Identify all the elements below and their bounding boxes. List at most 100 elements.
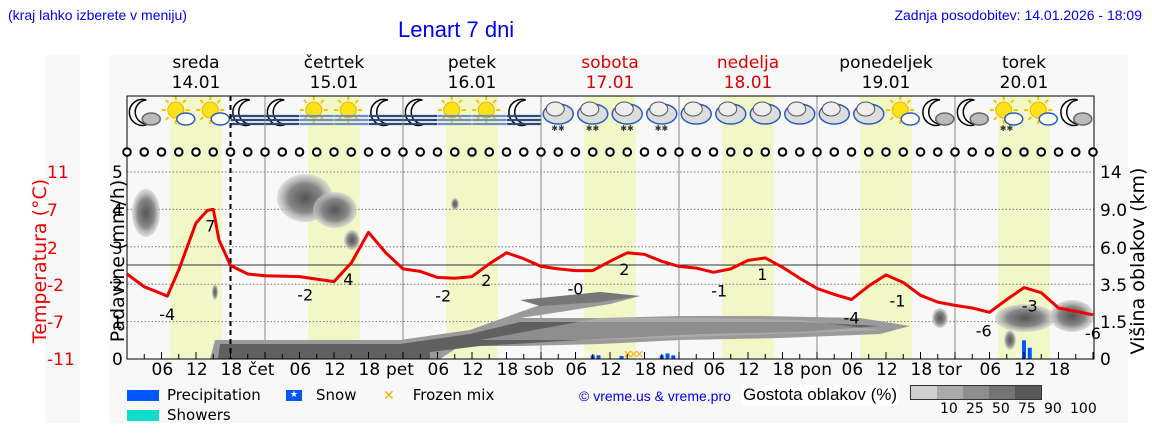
svg-text:✱✱: ✱✱: [551, 124, 565, 133]
density-25: [937, 386, 963, 399]
svg-text:2: 2: [619, 260, 629, 279]
showers-label: Showers: [167, 406, 231, 424]
svg-text:-6: -6: [976, 321, 992, 340]
temp-tick: 2: [47, 239, 58, 259]
x-tick: 06: [979, 360, 1002, 380]
x-tick: tor: [938, 360, 963, 380]
temperature-annotations: -4 7 -2 4 -2 2 -0 2 -1 1 -4 -1 -6 -3 -6: [159, 216, 1101, 342]
day-label-2: petek 16.01: [407, 53, 537, 93]
cloud-tick: 3.5: [1100, 276, 1128, 296]
x-tick: 18: [220, 360, 243, 380]
svg-text:-4: -4: [844, 309, 860, 328]
frozen-mix-icon: ✕: [383, 388, 395, 404]
x-tick: sob: [524, 360, 555, 380]
scale-number: 75: [1018, 401, 1036, 417]
temp-tick: -11: [47, 350, 75, 370]
day-label-4: nedelja 18.01: [683, 53, 813, 93]
x-tick: 12: [600, 360, 622, 380]
cloud-tick: 6.0: [1100, 239, 1128, 259]
cloud-tick: 0: [1100, 350, 1111, 370]
x-tick: 12: [462, 360, 484, 380]
density-90: [1015, 386, 1041, 399]
weather-icons-row: ✱✱ ✱✱ ✱✱ ✱✱ ✱✱: [128, 96, 1093, 133]
svg-text:-0: -0: [568, 280, 584, 299]
day-date: 19.01: [861, 73, 911, 93]
legend-snow: ★ Snow: [286, 386, 356, 404]
copyright-link[interactable]: © vreme.us & vreme.pro: [579, 388, 731, 404]
cloud-density-label: Gostota oblakov (%): [741, 385, 900, 405]
day-date: 17.01: [585, 73, 635, 93]
temp-tick: 11: [47, 163, 69, 183]
day-label-5: ponedeljek 19.01: [821, 53, 951, 93]
scale-number: 50: [992, 401, 1010, 417]
day-name: sreda: [172, 53, 220, 73]
svg-text:-2: -2: [297, 286, 313, 305]
precip-tick: 0: [112, 350, 123, 370]
legend-precipitation: Precipitation: [127, 386, 261, 404]
day-label-0: sreda 14.01: [131, 53, 261, 93]
temp-axis-panel: [45, 55, 80, 423]
scale-number: 90: [1044, 401, 1062, 417]
temp-tick: -7: [47, 313, 64, 333]
x-tick: 18: [634, 360, 657, 380]
scale-number: 10: [940, 401, 958, 417]
svg-text:1: 1: [757, 265, 767, 284]
density-50: [963, 386, 989, 399]
x-tick: 18: [358, 360, 381, 380]
day-name: torek: [1002, 53, 1046, 73]
svg-text:✕: ✕: [635, 348, 644, 361]
x-tick: 06: [565, 360, 588, 380]
legend-showers: Showers: [127, 406, 231, 424]
svg-text:7: 7: [205, 216, 215, 235]
frozen-mix-label: Frozen mix: [412, 386, 495, 404]
day-name: sobota: [581, 53, 639, 73]
x-tick: čet: [248, 360, 275, 380]
showers-swatch: [127, 410, 159, 421]
precip-tick: 3: [112, 239, 123, 259]
svg-text:★: ★: [1014, 350, 1022, 360]
svg-text:-3: -3: [1022, 297, 1038, 316]
temp-tick: -2: [47, 276, 64, 296]
day-name: ponedeljek: [839, 53, 933, 73]
day-date: 16.01: [447, 73, 497, 93]
precipitation-swatch: [127, 390, 159, 401]
legend-frozen-mix: ✕ Frozen mix: [383, 386, 494, 404]
svg-text:✕: ✕: [623, 348, 632, 361]
x-tick: 06: [151, 360, 174, 380]
temp-tick: 7: [47, 201, 58, 221]
density-10: [911, 386, 937, 399]
day-name: petek: [447, 53, 497, 73]
plot-frame: [122, 95, 1098, 360]
x-tick: 18: [496, 360, 519, 380]
x-tick: 12: [738, 360, 760, 380]
precipitation-label: Precipitation: [167, 386, 261, 404]
cloud-tick: 1.5: [1100, 313, 1128, 333]
scale-number: 100: [1070, 401, 1097, 417]
svg-text:✱✱: ✱✱: [1000, 124, 1014, 133]
svg-text:-1: -1: [711, 281, 727, 300]
svg-text:-1: -1: [890, 292, 906, 311]
x-tick: 06: [427, 360, 450, 380]
day-label-1: četrtek 15.01: [269, 53, 399, 93]
temperature-line: [126, 207, 1094, 317]
x-tick: 18: [1048, 360, 1071, 380]
day-label-6: torek 20.01: [959, 53, 1089, 93]
x-tick: 18: [910, 360, 933, 380]
x-tick: ned: [662, 360, 695, 380]
x-tick: 12: [186, 360, 208, 380]
cloud-density-scale: [910, 385, 1042, 400]
x-tick: pet: [386, 360, 414, 380]
svg-text:✱✱: ✱✱: [620, 124, 634, 133]
svg-text:✱✱: ✱✱: [586, 124, 600, 133]
location-hint[interactable]: (kraj lahko izberete v meniju): [8, 7, 187, 23]
svg-text:✕: ✕: [629, 348, 638, 361]
precipitation-layer: ★★ ✕✕✕ ★: [577, 340, 1032, 361]
x-tick: 18: [772, 360, 795, 380]
day-name: četrtek: [303, 53, 365, 73]
x-tick: 06: [289, 360, 312, 380]
x-tick: 06: [841, 360, 864, 380]
day-date: 18.01: [723, 73, 773, 93]
precip-tick: 5: [112, 163, 123, 183]
svg-text:2: 2: [481, 271, 491, 290]
